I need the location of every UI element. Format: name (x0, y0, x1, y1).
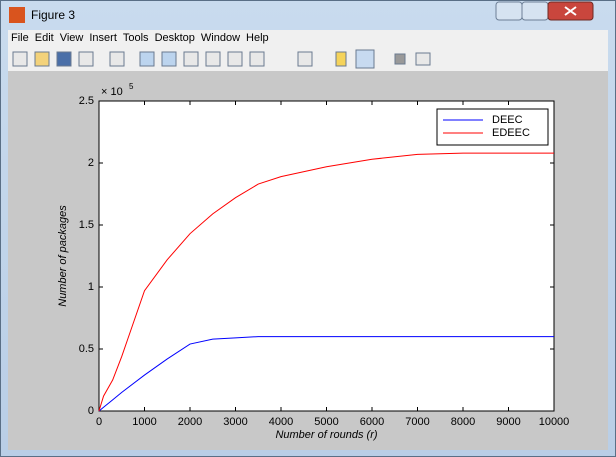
tool-button[interactable] (12, 51, 28, 67)
x-tick-label: 10000 (539, 416, 570, 428)
y-tick-label: 2 (88, 157, 94, 169)
minimize-button[interactable] (495, 1, 523, 21)
legend-label: EDEEC (492, 127, 530, 139)
y-tick-label: 0.5 (79, 343, 94, 355)
y-exponent: 5 (129, 82, 134, 91)
tool-button[interactable] (227, 51, 243, 67)
tool-button[interactable] (394, 53, 406, 65)
legend-label: DEEC (492, 114, 523, 126)
series-line (98, 152, 554, 412)
tool-button[interactable] (297, 51, 313, 67)
menu-item[interactable]: Edit (34, 32, 54, 44)
title-bar-icons (9, 1, 594, 23)
toolbar (8, 47, 608, 72)
x-tick-label: 9000 (496, 416, 520, 428)
figure-area: 0 1000 2000 3000 4000 5000 6000 7000 8000 9000 100… (8, 72, 608, 450)
title-bar: Figure 3 (1, 1, 615, 29)
tool-button[interactable] (34, 51, 50, 67)
menu-item[interactable]: File (11, 32, 29, 44)
tool-button[interactable] (335, 51, 347, 67)
y-axis-label: Number of packages (57, 205, 69, 307)
tool-button[interactable] (109, 51, 125, 67)
x-tick-label: 7000 (405, 416, 429, 428)
menu-item[interactable]: Help (246, 32, 269, 44)
tool-button[interactable] (183, 51, 199, 67)
chart: 0 1000 2000 3000 4000 5000 6000 7000 8000 9000 100… (57, 82, 570, 441)
y-tick-label: 1.5 (79, 219, 94, 231)
menu-item[interactable]: View (59, 32, 84, 44)
y-tick-label: 1 (88, 281, 94, 293)
menu-item[interactable]: Tools (122, 32, 149, 44)
x-tick-label: 6000 (360, 416, 384, 428)
series-line (98, 336, 554, 412)
y-tick-label: 2.5 (79, 95, 94, 107)
x-tick-label: 8000 (451, 416, 475, 428)
tool-button[interactable] (56, 51, 72, 67)
toolbar-icons (12, 49, 431, 69)
menu-bar: File Edit View Insert Tools Desktop Window Help (8, 30, 608, 47)
tool-button[interactable] (205, 51, 221, 67)
plot-area (98, 100, 555, 412)
maximize-button[interactable] (521, 1, 549, 21)
tool-button[interactable] (78, 51, 94, 67)
window-title: Figure 3 (31, 8, 76, 22)
menu-item[interactable]: Window (200, 32, 241, 44)
x-tick-label: 1000 (132, 416, 156, 428)
tool-button[interactable] (139, 51, 155, 67)
tool-button[interactable] (249, 51, 265, 67)
x-tick-label: 0 (96, 416, 102, 428)
x-tick-label: 5000 (314, 416, 338, 428)
x-tick-label: 3000 (223, 416, 247, 428)
menu-item[interactable]: Desktop (154, 32, 195, 44)
x-axis-label: Number of rounds (r) (275, 429, 377, 441)
x-tick-label: 4000 (269, 416, 293, 428)
tool-button[interactable] (161, 51, 177, 67)
tool-button[interactable] (415, 52, 431, 66)
y-exponent-base: × 10 (101, 86, 123, 98)
tool-button[interactable] (355, 49, 375, 69)
legend-box (436, 108, 549, 146)
x-tick-label: 2000 (178, 416, 202, 428)
menu-item[interactable]: Insert (89, 32, 117, 44)
app-icon (9, 7, 25, 23)
y-tick-label: 0 (88, 405, 94, 417)
